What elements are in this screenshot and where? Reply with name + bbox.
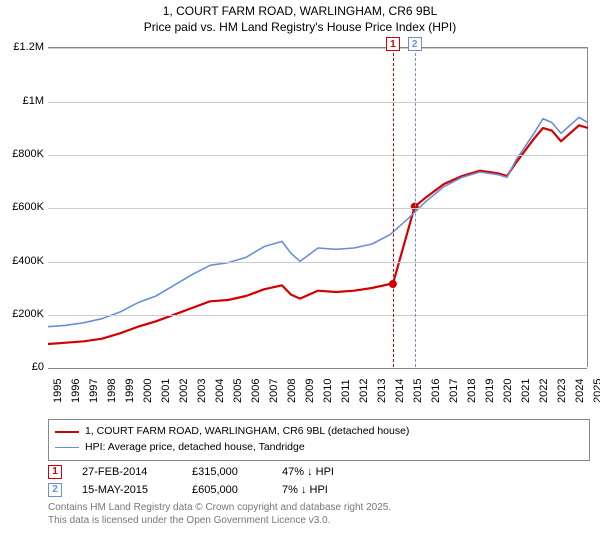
sale-vline: [393, 48, 394, 367]
x-tick-label: 2011: [340, 380, 352, 404]
x-tick-label: 2013: [376, 379, 388, 403]
x-tick-label: 2016: [430, 379, 442, 403]
x-tick-label: 2020: [502, 379, 514, 403]
gridline-h: [48, 102, 587, 103]
legend-row: 1, COURT FARM ROAD, WARLINGHAM, CR6 9BL …: [55, 424, 583, 440]
legend-swatch: [55, 431, 79, 433]
transaction-badge: 1: [48, 465, 62, 479]
series-line-price_paid: [48, 126, 588, 345]
x-tick-label: 2000: [142, 379, 154, 403]
x-tick-label: 2010: [322, 379, 334, 403]
transaction-date: 27-FEB-2014: [82, 466, 172, 478]
x-tick-label: 2023: [556, 379, 568, 403]
gridline-h: [48, 262, 587, 263]
y-tick-label: £800K: [12, 148, 44, 160]
x-tick-label: 2003: [196, 379, 208, 403]
x-tick-label: 1999: [124, 379, 136, 403]
x-axis: 1995 1996 1997 1998 1999 2000 2001 2002 2003 2004…: [48, 367, 588, 417]
footnote: Contains HM Land Registry data © Crown c…: [48, 501, 590, 527]
x-tick-label: 2005: [232, 379, 244, 403]
legend-label: HPI: Average price, detached house, Tand…: [85, 440, 305, 456]
footnote-line-1: Contains HM Land Registry data © Crown c…: [48, 501, 590, 514]
gridline-h: [48, 48, 587, 49]
legend-row: HPI: Average price, detached house, Tand…: [55, 440, 583, 456]
sale-vline: [415, 48, 416, 367]
transaction-row: 1 27-FEB-2014 £315,000 47% ↓ HPI: [48, 465, 590, 479]
x-tick-label: 1997: [88, 379, 100, 403]
x-tick-label: 1998: [106, 379, 118, 403]
y-tick-label: £200K: [12, 308, 44, 320]
title-line-1: 1, COURT FARM ROAD, WARLINGHAM, CR6 9BL: [0, 4, 600, 20]
x-tick-label: 2006: [250, 379, 262, 403]
x-tick-label: 2008: [286, 379, 298, 403]
x-tick-label: 2007: [268, 379, 280, 403]
gridline-h: [48, 155, 587, 156]
y-tick-label: £1M: [23, 95, 44, 107]
x-tick-label: 2002: [178, 379, 190, 403]
y-tick-label: £400K: [12, 255, 44, 267]
y-tick-label: £0: [32, 361, 44, 373]
footnote-line-2: This data is licensed under the Open Gov…: [48, 514, 590, 527]
chart-area: 12 1995 1996 1997 1998 1999 2000 2001 2002 2003 2…: [0, 37, 600, 417]
x-tick-label: 1995: [52, 379, 64, 403]
x-tick-label: 1996: [70, 379, 82, 403]
transaction-date: 15-MAY-2015: [82, 484, 172, 496]
transaction-price: £605,000: [192, 484, 262, 496]
y-tick-label: £1.2M: [13, 41, 44, 53]
legend-label: 1, COURT FARM ROAD, WARLINGHAM, CR6 9BL …: [85, 424, 409, 440]
x-tick-label: 2022: [538, 379, 550, 403]
legend-box: 1, COURT FARM ROAD, WARLINGHAM, CR6 9BL …: [48, 419, 590, 461]
transaction-hpi: 47% ↓ HPI: [282, 466, 362, 478]
sale-badge: 2: [408, 37, 422, 51]
gridline-h: [48, 315, 587, 316]
gridline-h: [48, 208, 587, 209]
x-tick-label: 2024: [574, 379, 586, 403]
transaction-price: £315,000: [192, 466, 262, 478]
x-tick-label: 2012: [358, 379, 370, 403]
series-line-hpi: [48, 118, 588, 327]
sale-badge: 1: [386, 37, 400, 51]
x-tick-label: 2009: [304, 379, 316, 403]
title-line-2: Price paid vs. HM Land Registry's House …: [0, 20, 600, 36]
x-tick-label: 2021: [520, 379, 532, 403]
transaction-row: 2 15-MAY-2015 £605,000 7% ↓ HPI: [48, 483, 590, 497]
legend-swatch: [55, 447, 79, 448]
x-tick-label: 2015: [412, 379, 424, 403]
plot-area: 12: [48, 47, 588, 367]
x-tick-label: 2004: [214, 379, 226, 403]
chart-title: 1, COURT FARM ROAD, WARLINGHAM, CR6 9BL …: [0, 0, 600, 37]
x-tick-label: 2019: [484, 379, 496, 403]
y-tick-label: £600K: [12, 201, 44, 213]
x-tick-label: 2025: [592, 379, 600, 403]
x-tick-label: 2014: [394, 379, 406, 403]
transaction-table: 1 27-FEB-2014 £315,000 47% ↓ HPI 2 15-MAY-201…: [48, 465, 590, 497]
transaction-hpi: 7% ↓ HPI: [282, 484, 362, 496]
x-tick-label: 2017: [448, 379, 460, 403]
x-tick-label: 2018: [466, 379, 478, 403]
transaction-badge: 2: [48, 483, 62, 497]
x-tick-label: 2001: [160, 379, 172, 403]
